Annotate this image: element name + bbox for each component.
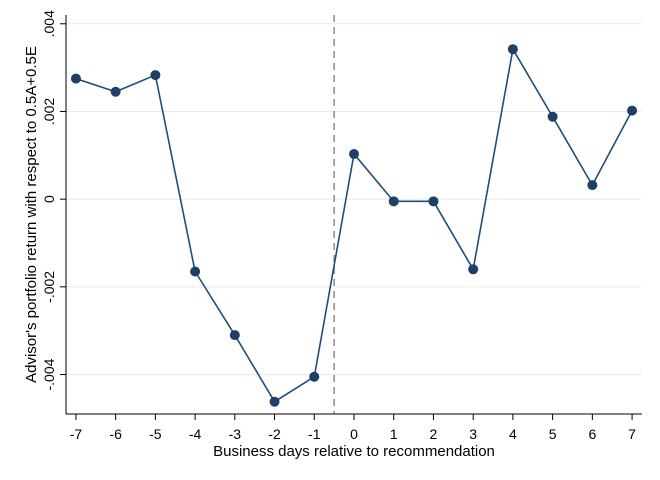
data-point xyxy=(70,73,81,84)
data-point xyxy=(428,196,439,207)
data-point xyxy=(349,148,359,159)
data-point xyxy=(229,330,240,341)
x-tick-label: -7 xyxy=(70,426,83,442)
y-tick-label: 0 xyxy=(41,195,57,203)
y-tick-label: .002 xyxy=(41,98,57,125)
y-tick-label: -.002 xyxy=(41,271,57,303)
data-point xyxy=(627,105,638,116)
series-return xyxy=(70,44,638,407)
data-point xyxy=(388,196,399,207)
x-tick-label: 0 xyxy=(350,426,358,442)
x-tick-label: 7 xyxy=(628,426,636,442)
data-point xyxy=(547,111,558,122)
x-tick-label: 3 xyxy=(469,426,477,442)
data-point xyxy=(587,180,598,191)
data-point xyxy=(190,266,201,277)
x-tick-label: 6 xyxy=(588,426,596,442)
x-axis-title: Business days relative to recommendation xyxy=(213,443,495,460)
data-point xyxy=(150,70,161,81)
data-point xyxy=(507,44,518,55)
x-tick-label: -1 xyxy=(308,426,321,442)
data-point xyxy=(269,396,280,407)
y-tick-label: .004 xyxy=(41,10,57,37)
series-line xyxy=(75,46,633,403)
x-tick-label: -3 xyxy=(229,426,242,442)
x-tick-label: 2 xyxy=(430,426,438,442)
axes: -7 -6 -5 -4 -3 -2 -1 0 1 2 3 4 5 6 7 -.004 -.002 0 .002 .00… xyxy=(41,10,642,442)
data-point xyxy=(468,264,479,275)
x-tick-label: 5 xyxy=(549,426,557,442)
data-point xyxy=(309,371,320,382)
x-tick-label: -4 xyxy=(189,426,202,442)
x-tick-label: 4 xyxy=(509,426,517,442)
y-axis-title: Advisor's portfolio return with respect … xyxy=(23,46,40,383)
x-tick-label: 1 xyxy=(390,426,398,442)
x-tick-label: -5 xyxy=(149,426,162,442)
x-tick-label: -6 xyxy=(109,426,122,442)
data-point xyxy=(110,86,121,97)
x-tick-label: -2 xyxy=(268,426,281,442)
y-tick-label: -.004 xyxy=(41,358,57,390)
